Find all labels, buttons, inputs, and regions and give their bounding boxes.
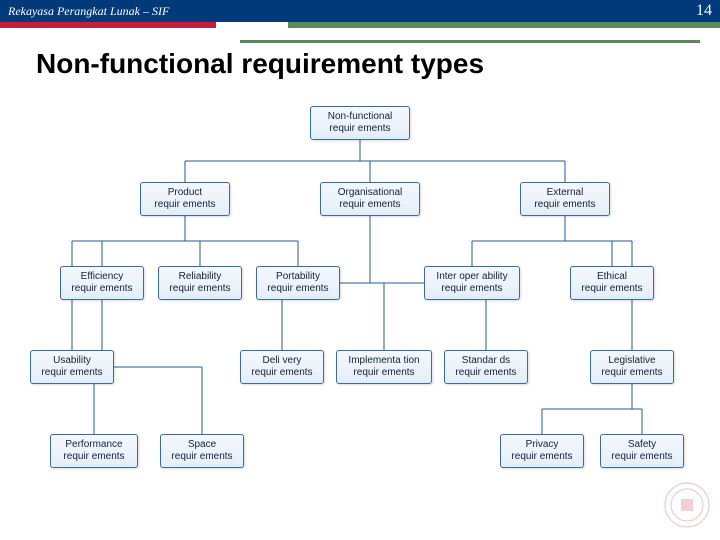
stripe-white [216,22,288,28]
header-bar: Rekayasa Perangkat Lunak – SIF 14 [0,0,720,22]
node-perf: Performancerequir ements [50,434,138,468]
node-interop: Inter oper abilityrequir ements [424,266,520,300]
accent-stripe [0,22,720,28]
node-ext: Externalrequir ements [520,182,610,216]
nfr-tree-diagram: Non-functionalrequir ements Productrequir… [30,106,690,506]
slide-title: Non-functional requirement types [0,28,720,90]
node-org: Organisationalrequir ements [320,182,420,216]
node-prod: Productrequir ements [140,182,230,216]
university-logo [662,480,712,532]
node-space: Spacerequir ements [160,434,244,468]
header-title: Rekayasa Perangkat Lunak – SIF [8,4,169,19]
node-priv: Privacyrequir ements [500,434,584,468]
node-std: Standar dsrequir ements [444,350,528,384]
title-underline [240,40,700,43]
stripe-green [288,22,720,28]
node-eff: Efficiencyrequir ements [60,266,144,300]
node-deliv: Deli veryrequir ements [240,350,324,384]
page-number: 14 [696,2,712,20]
node-impl: Implementa tionrequir ements [336,350,432,384]
node-legis: Legislativerequir ements [590,350,674,384]
node-eth: Ethicalrequir ements [570,266,654,300]
node-root: Non-functionalrequir ements [310,106,410,140]
node-usab: Usabilityrequir ements [30,350,114,384]
node-port: Portabilityrequir ements [256,266,340,300]
node-safe: Safetyrequir ements [600,434,684,468]
stripe-red [0,22,216,28]
node-rel: Reliabilityrequir ements [158,266,242,300]
